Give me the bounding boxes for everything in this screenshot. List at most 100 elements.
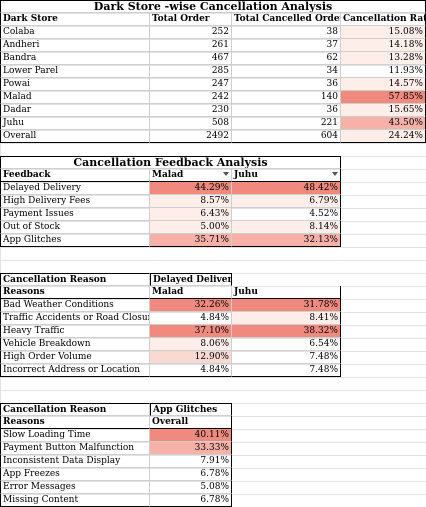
t2-cell: 8.57%: [150, 195, 232, 208]
t4-cell: Inconsistent Data Display: [0, 455, 150, 468]
t1-cell: Bandra: [0, 52, 150, 65]
t3-cell: High Order Volume: [0, 351, 150, 364]
t2-cell: 48.42%: [232, 182, 341, 195]
t4-cell: Slow Loading Time: [0, 429, 150, 442]
t1-header-cancelled: Total Cancelled Orders: [232, 13, 341, 26]
t3-cell: 7.48%: [232, 364, 341, 377]
t2-cell: App Glitches: [0, 234, 150, 247]
t1-cell: 14.18%: [341, 39, 426, 52]
t1-cell: 38: [232, 26, 341, 39]
t2-cell: 8.14%: [232, 221, 341, 234]
t3-reason-title: Cancellation Reason: [0, 273, 150, 286]
t2-cell: 5.00%: [150, 221, 232, 234]
t1-cell: 62: [232, 52, 341, 65]
t4-cell: 5.08%: [150, 481, 232, 494]
t1-cell: 261: [150, 39, 232, 52]
filter-dropdown-icon[interactable]: [223, 172, 229, 176]
t1-cell: Dadar: [0, 104, 150, 117]
t3-cell: 6.54%: [232, 338, 341, 351]
t3-cell: Traffic Accidents or Road Closures: [0, 312, 150, 325]
t4-cell: 40.11%: [150, 429, 232, 442]
t4-header-reasons: Reasons: [0, 416, 150, 429]
t1-overall-label: Overall: [0, 130, 150, 143]
t1-cell: 13.28%: [341, 52, 426, 65]
t1-header-total: Total Order: [150, 13, 232, 26]
t1-cell: 247: [150, 78, 232, 91]
t3-header-juhu: Juhu: [232, 286, 341, 299]
t1-cell: 221: [232, 117, 341, 130]
t4-cell: 7.91%: [150, 455, 232, 468]
t1-cell: 37: [232, 39, 341, 52]
t1-header-store: Dark Store: [0, 13, 150, 26]
t3-cell: Heavy Traffic: [0, 325, 150, 338]
t4-cell: 33.33%: [150, 442, 232, 455]
t3-cell: 7.48%: [232, 351, 341, 364]
t1-cell: 36: [232, 78, 341, 91]
t2-cell: 6.79%: [232, 195, 341, 208]
t1-cell: Juhu: [0, 117, 150, 130]
t2-cell: Payment Issues: [0, 208, 150, 221]
table2-title: Cancellation Feedback Analysis: [0, 156, 341, 169]
t3-cell: 4.84%: [150, 364, 232, 377]
t2-cell: 32.13%: [232, 234, 341, 247]
t2-header-feedback: Feedback: [0, 169, 150, 182]
t2-header-malad-label: Malad: [152, 170, 184, 180]
t4-header-overall: Overall: [150, 416, 232, 429]
t4-cell: Missing Content: [0, 494, 150, 507]
t2-cell: High Delivery Fees: [0, 195, 150, 208]
t2-header-malad[interactable]: Malad: [150, 169, 232, 182]
t4-cell: App Freezes: [0, 468, 150, 481]
t3-delayed-title: Delayed Delivery: [150, 273, 232, 286]
t1-cell: 252: [150, 26, 232, 39]
t4-cell: Payment Button Malfunction: [0, 442, 150, 455]
t3-cell: 4.84%: [150, 312, 232, 325]
t3-cell: 32.26%: [150, 299, 232, 312]
t1-cell: 14.57%: [341, 78, 426, 91]
t3-cell: Bad Weather Conditions: [0, 299, 150, 312]
t1-cell: 140: [232, 91, 341, 104]
t1-cell: Malad: [0, 91, 150, 104]
t3-header-reasons: Reasons: [0, 286, 150, 299]
t1-cell: Lower Parel: [0, 65, 150, 78]
t3-cell: Vehicle Breakdown: [0, 338, 150, 351]
t3-cell: Incorrect Address or Location: [0, 364, 150, 377]
t1-cell: 230: [150, 104, 232, 117]
t3-cell: 8.41%: [232, 312, 341, 325]
t1-cell: Powai: [0, 78, 150, 91]
t4-appglitch-title: App Glitches: [150, 403, 232, 416]
t1-cell: 285: [150, 65, 232, 78]
t1-cell: 2492: [150, 130, 232, 143]
t1-header-rate: Cancellation Rate: [341, 13, 426, 26]
t2-cell: Delayed Delivery: [0, 182, 150, 195]
t1-cell: Colaba: [0, 26, 150, 39]
t1-cell: 36: [232, 104, 341, 117]
t1-cell: 34: [232, 65, 341, 78]
t1-cell: 15.65%: [341, 104, 426, 117]
t2-cell: 4.52%: [232, 208, 341, 221]
t2-cell: Out of Stock: [0, 221, 150, 234]
t1-cell: 11.93%: [341, 65, 426, 78]
t4-reason-title: Cancellation Reason: [0, 403, 150, 416]
table1-title: Dark Store -wise Cancellation Analysis: [0, 0, 426, 13]
t2-header-juhu[interactable]: Juhu: [232, 169, 341, 182]
filter-dropdown-icon[interactable]: [332, 172, 338, 176]
t3-cell: 8.06%: [150, 338, 232, 351]
t1-cell: 57.85%: [341, 91, 426, 104]
t1-cell: Andheri: [0, 39, 150, 52]
t4-cell: Error Messages: [0, 481, 150, 494]
t4-cell: 6.78%: [150, 494, 232, 507]
t1-cell: 24.24%: [341, 130, 426, 143]
t3-cell: 12.90%: [150, 351, 232, 364]
t1-cell: 467: [150, 52, 232, 65]
t2-cell: 6.43%: [150, 208, 232, 221]
t4-cell: 6.78%: [150, 468, 232, 481]
t3-cell: 37.10%: [150, 325, 232, 338]
t1-cell: 604: [232, 130, 341, 143]
t3-header-malad: Malad: [150, 286, 232, 299]
t2-header-juhu-label: Juhu: [234, 170, 258, 180]
t3-cell: 31.78%: [232, 299, 341, 312]
t1-cell: 43.50%: [341, 117, 426, 130]
t1-cell: 508: [150, 117, 232, 130]
t1-cell: 242: [150, 91, 232, 104]
t1-cell: 15.08%: [341, 26, 426, 39]
